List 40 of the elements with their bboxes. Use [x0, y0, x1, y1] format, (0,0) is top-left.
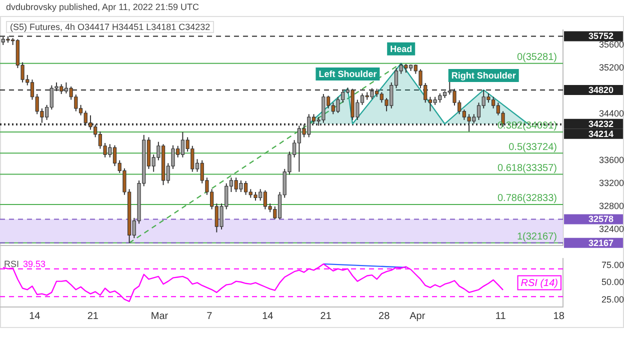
- ref-line-label: 34214: [588, 128, 614, 139]
- x-tick-label: 14: [29, 310, 41, 322]
- ref-line-label: 0.618(33357): [498, 163, 557, 174]
- y-tick-label: 34400: [598, 108, 624, 119]
- x-tick-label: 28: [378, 310, 390, 322]
- ref-line-label: 1(32167): [516, 232, 557, 243]
- ref-line-label: 32578: [588, 214, 614, 224]
- y-tick-label: 35600: [598, 39, 624, 50]
- x-tick-label: 14: [262, 310, 274, 322]
- x-tick-label: 18: [553, 310, 565, 322]
- ref-line-label: 0(35281): [516, 52, 557, 64]
- ref-line-label: 0.786(32833): [498, 193, 557, 204]
- y-tick-label: 33200: [598, 178, 624, 188]
- y-tick-label: 75.00: [601, 260, 624, 270]
- x-tick-label: Mar: [150, 310, 169, 322]
- x-tick-label: 11: [495, 310, 506, 322]
- x-tick-label: 21: [320, 310, 332, 322]
- x-tick-label: 21: [87, 310, 99, 322]
- annotation: Right Shoulder: [451, 70, 516, 80]
- y-tick-label: 32400: [598, 224, 624, 234]
- y-tick-label: 50.00: [601, 277, 624, 288]
- x-tick-label: 7: [206, 310, 213, 322]
- ref-line-label: 34232: [588, 118, 614, 129]
- annotation: Head: [390, 44, 412, 54]
- y-tick-label: 32800: [598, 200, 624, 211]
- annotation: RSI (14): [520, 278, 558, 289]
- ref-line-label: 0.382(34091): [498, 120, 557, 132]
- ref-line-label: 32167: [588, 238, 614, 248]
- y-tick-label: 35200: [598, 62, 624, 73]
- series-label: RSI: [4, 258, 20, 269]
- x-tick-label: Apr: [410, 310, 426, 322]
- y-tick-label: 25.00: [601, 294, 624, 305]
- chart-title: dvdubrovsky published, Apr 11, 2022 21:59 UTC: [6, 2, 199, 12]
- annotation: Left Shoulder: [318, 68, 378, 79]
- y-tick-label: 33600: [598, 154, 624, 165]
- annotation: 39.53: [23, 258, 46, 269]
- ref-line-label: 34820: [588, 84, 614, 95]
- ref-line-label: 0.5(33724): [508, 142, 557, 153]
- ref-line-label: 35752: [588, 31, 614, 42]
- chart-subtitle: (S5) Futures, 4h O34417 H34451 L34181 C34232: [6, 21, 214, 33]
